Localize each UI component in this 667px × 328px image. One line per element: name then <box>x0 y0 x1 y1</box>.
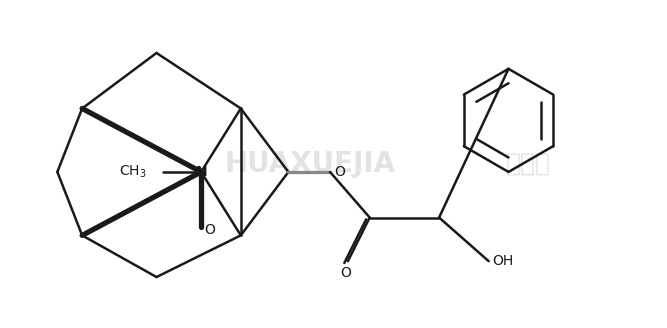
Text: O: O <box>340 266 352 280</box>
Text: O: O <box>334 165 345 179</box>
Text: O: O <box>204 223 215 237</box>
Text: CH$_3$: CH$_3$ <box>119 164 147 180</box>
Text: HUAXUEJIA: HUAXUEJIA <box>225 150 396 178</box>
Text: N: N <box>195 165 207 179</box>
Text: 化学加: 化学加 <box>506 152 551 176</box>
Text: OH: OH <box>493 254 514 268</box>
